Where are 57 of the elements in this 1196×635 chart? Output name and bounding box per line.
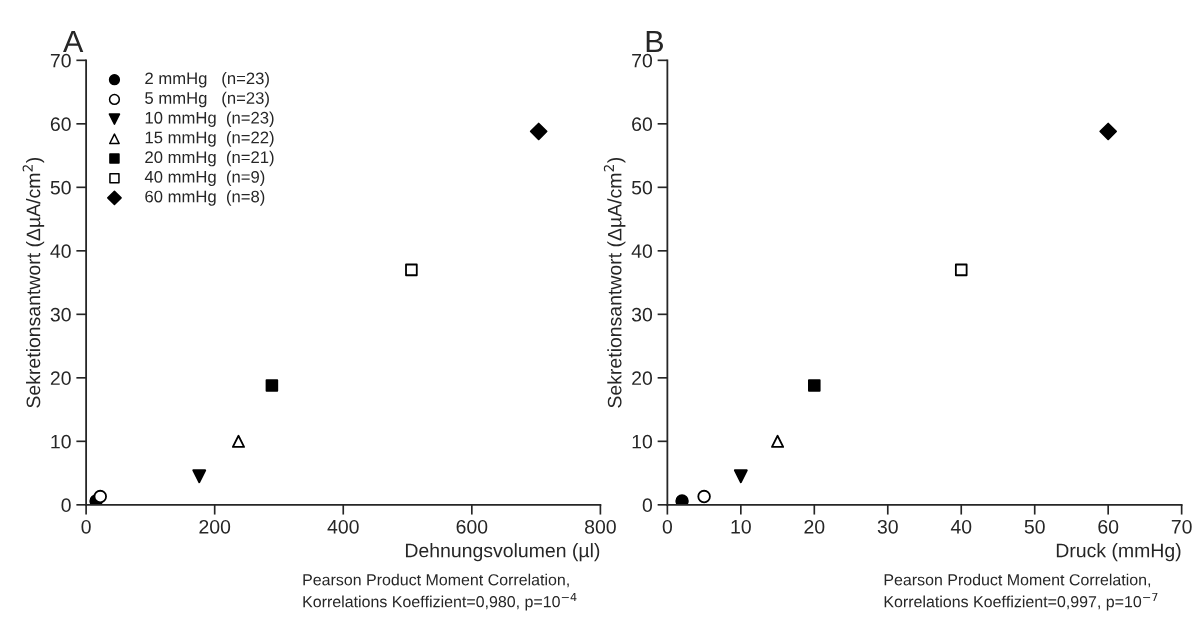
- y-tick-label: 10: [632, 434, 653, 449]
- x-tick-label: 30: [877, 519, 898, 534]
- x-axis-title: Dehnungsvolumen (µl): [405, 543, 600, 562]
- point: [771, 434, 785, 448]
- text: Pearson Product Moment Correlation, Korrelations Koeffizient=0,980, p=10$^{−4}$: [303, 573, 577, 611]
- point: [405, 263, 418, 277]
- legend-label: 10 mmHg (n=23): [145, 111, 274, 127]
- chart-title: A: [63, 30, 84, 52]
- y-tick-label: 20: [632, 371, 653, 386]
- point: [1099, 122, 1118, 141]
- point: [231, 434, 245, 448]
- point: [675, 494, 689, 505]
- y-tick-label: 50: [631, 180, 653, 195]
- x-tick-label: 70: [1171, 519, 1192, 534]
- x-axis-title: Druck (mmHg): [1056, 543, 1181, 562]
- x-tick-label: 200: [199, 519, 231, 534]
- y-axis-title: Sekretionsantwort (ΔµA/cm$^{2}$): [22, 157, 45, 408]
- y-tick-label: 60: [50, 117, 71, 132]
- legend-label: 40 mmHg (n=9): [144, 170, 265, 187]
- x-tick-label: 50: [1024, 519, 1045, 534]
- y-tick-label: 40: [631, 244, 653, 259]
- y-tick-label: 20: [50, 371, 71, 386]
- point: [192, 469, 207, 484]
- x-tick-label: 20: [804, 519, 825, 534]
- y-tick-label: 70: [632, 53, 653, 68]
- legend-label: 60 mmHg (n=8): [145, 190, 265, 206]
- point: [697, 489, 711, 504]
- x-tick-label: 40: [950, 519, 972, 534]
- legend-label: 15 mmHg (n=22): [145, 131, 274, 147]
- legend-label: 5 mmHg (n=23): [145, 91, 269, 108]
- y-tick-label: 10: [51, 434, 71, 449]
- y-tick-label: 50: [50, 180, 71, 195]
- y-tick-label: 40: [50, 244, 71, 259]
- chart-title: B: [646, 30, 663, 52]
- legend-label: 2 mmHg (n=23): [145, 71, 269, 88]
- y-tick-label: 0: [642, 498, 653, 513]
- x-tick-label: 10: [731, 519, 751, 534]
- x-tick-label: 800: [585, 519, 616, 534]
- text: Pearson Product Moment Correlation, Korrelations Koeffizient=0,997, p=10$^{−7}$: [884, 573, 1158, 611]
- y-tick-label: 0: [61, 498, 71, 513]
- legend-label: 20 mmHg (n=21): [145, 150, 274, 167]
- point: [93, 489, 107, 504]
- x-tick-label: 0: [81, 519, 91, 534]
- x-tick-label: 60: [1098, 519, 1119, 534]
- y-tick-label: 30: [631, 307, 653, 322]
- point: [529, 122, 548, 141]
- x-tick-label: 400: [327, 519, 359, 534]
- point: [265, 379, 279, 392]
- y-tick-label: 60: [632, 117, 653, 132]
- x-tick-label: 0: [662, 519, 673, 534]
- point: [808, 379, 821, 392]
- point: [733, 469, 748, 484]
- y-tick-label: 30: [50, 307, 71, 322]
- x-tick-label: 600: [456, 519, 488, 534]
- point: [954, 263, 968, 277]
- y-axis-title: Sekretionsantwort (ΔµA/cm$^{2}$): [603, 157, 626, 408]
- y-tick-label: 70: [50, 53, 71, 68]
